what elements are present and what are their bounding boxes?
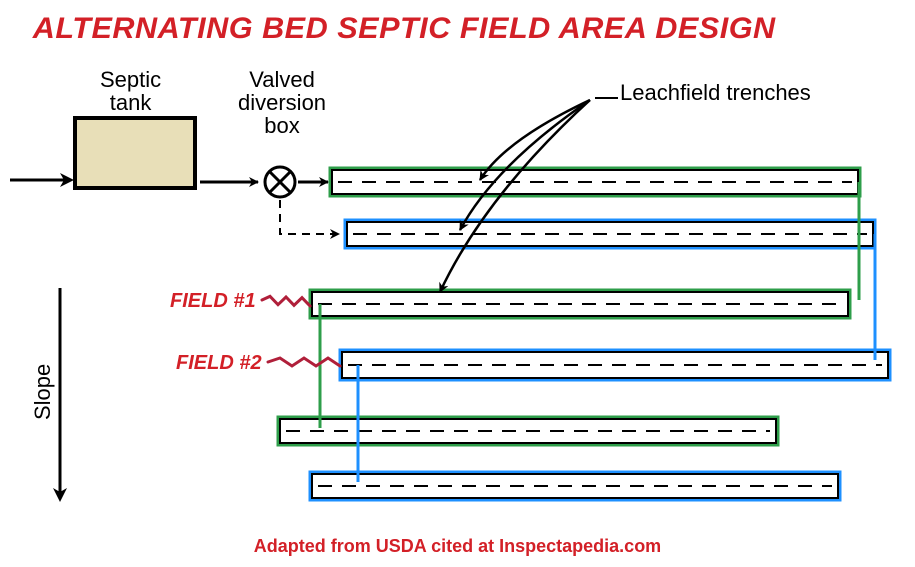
- diagram-canvas: ALTERNATING BED SEPTIC FIELD AREA DESIGN…: [0, 0, 915, 567]
- field1-squiggle: [262, 296, 310, 306]
- dashed-diversion-path: [280, 200, 339, 234]
- field2-squiggle: [268, 358, 340, 366]
- septic-tank-icon: [75, 118, 195, 188]
- diagram-svg: [0, 0, 915, 567]
